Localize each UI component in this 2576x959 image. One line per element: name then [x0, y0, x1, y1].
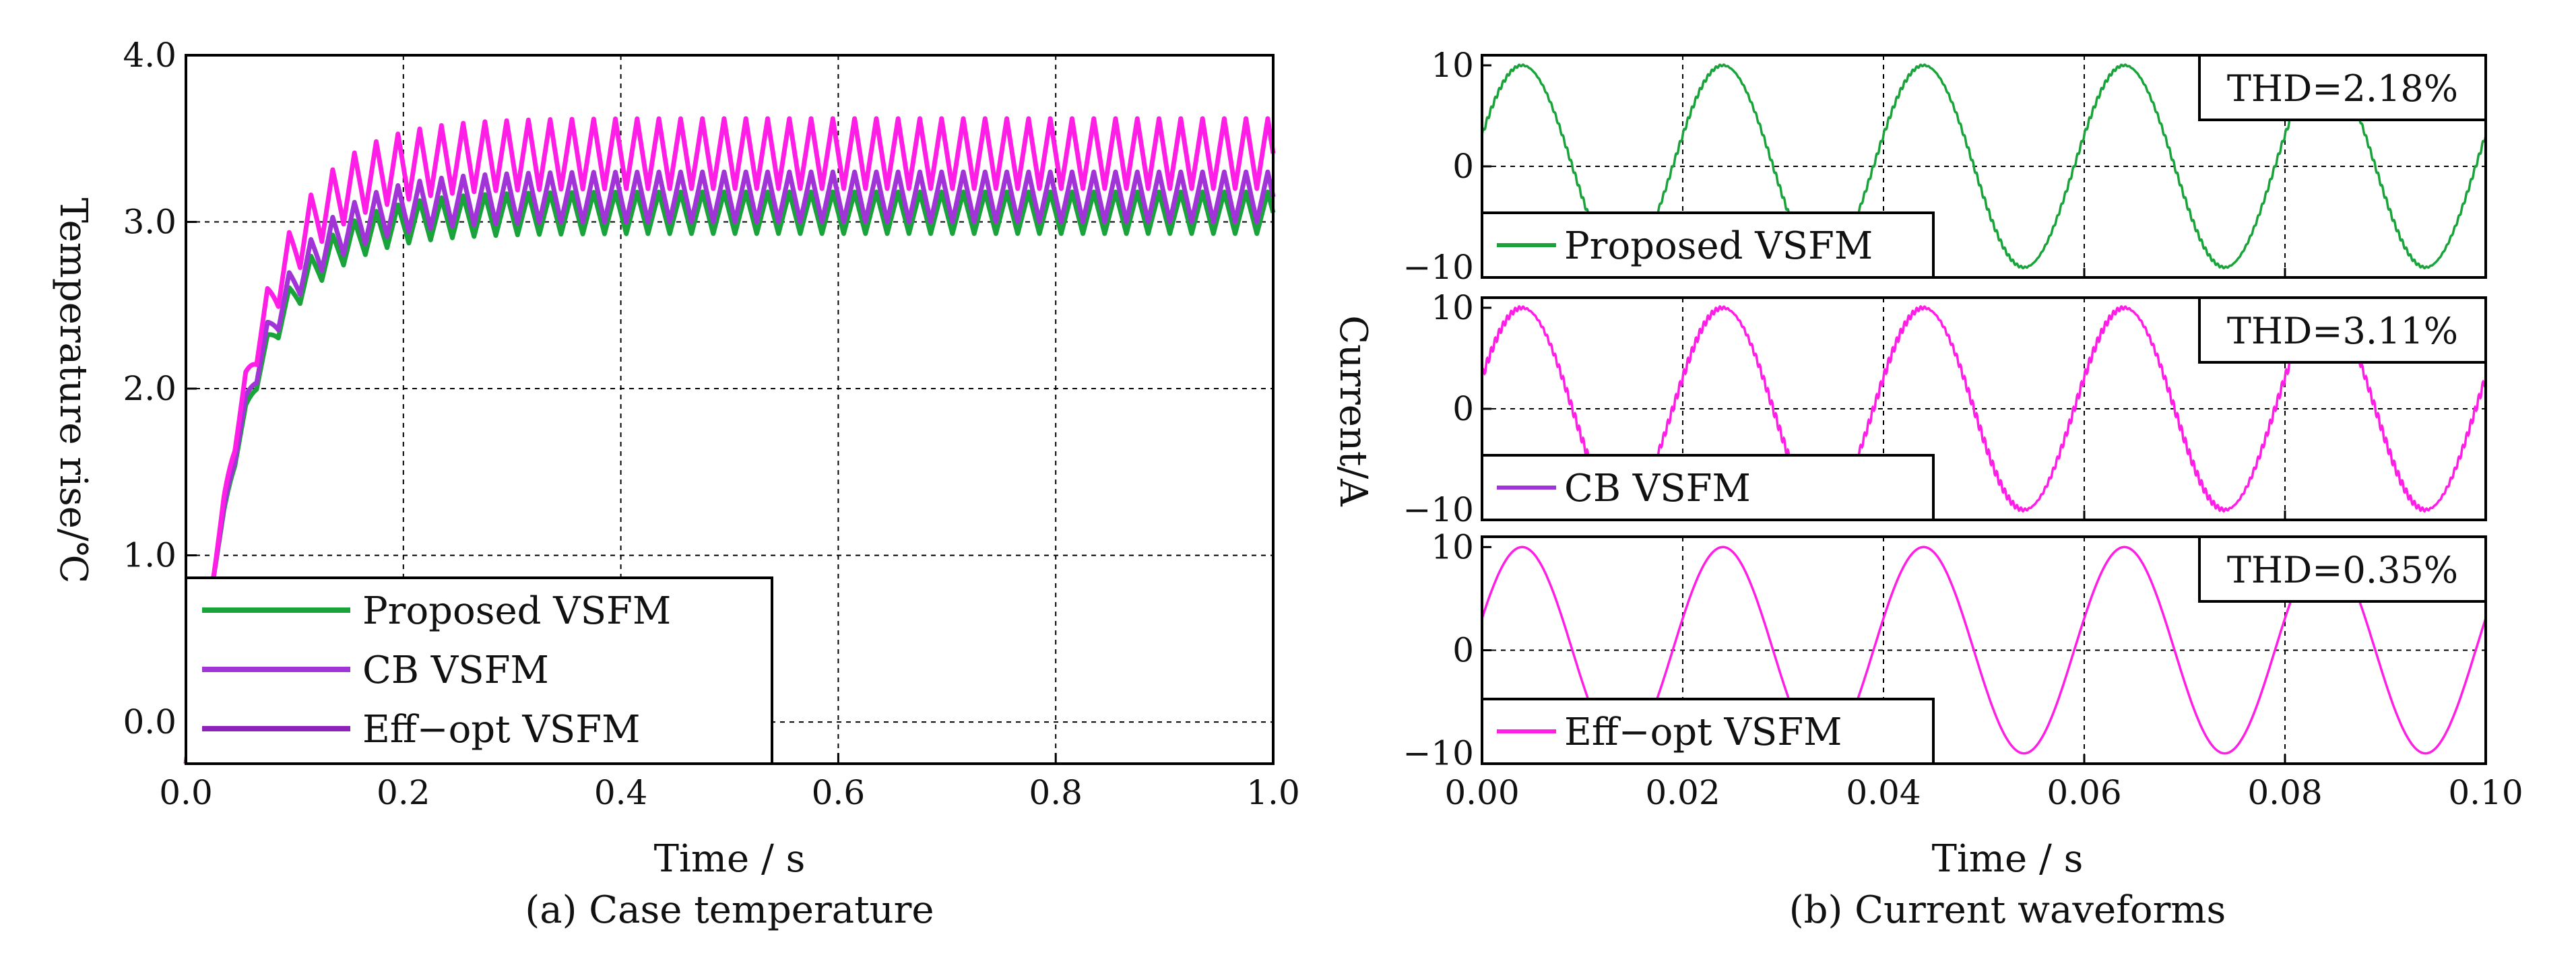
thd-label: THD=2.18%: [2227, 67, 2458, 110]
legend-box: [1481, 698, 1935, 765]
y-tick-label: 10: [1431, 288, 1474, 327]
y-axis-label: Temperature rise/℃: [51, 198, 95, 584]
legend-label-proposed: Proposed VSFM: [362, 589, 671, 633]
case-temperature-chart: 0.0 1.0 2.0 3.0 4.0 0.0 0.2 0.4 0.6 0.8 …: [51, 36, 1300, 932]
legend-label: CB VSFM: [1564, 467, 1751, 510]
legend-label-effopt: Eff−opt VSFM: [362, 708, 640, 752]
x-tick-label: 0.02: [1645, 773, 1720, 812]
legend-label: Eff−opt VSFM: [1564, 710, 1842, 754]
x-tick-label: 1.0: [1246, 773, 1300, 812]
legend: Proposed VSFM CB VSFM Eff−opt VSFM: [185, 576, 773, 765]
y-tick-label: −10: [1403, 248, 1474, 287]
x-axis-label: Time / s: [1932, 837, 2084, 881]
x-axis-label: Time / s: [654, 837, 806, 881]
chart-caption: (a) Case temperature: [525, 888, 934, 932]
thd-label: THD=3.11%: [2227, 310, 2458, 352]
x-tick-label: 0.00: [1444, 773, 1519, 812]
y-tick-label: 10: [1431, 46, 1474, 85]
x-tick-label: 0.04: [1846, 773, 1921, 812]
x-tick-label: 0.08: [2247, 773, 2322, 812]
x-tick-label: 0.0: [159, 773, 213, 812]
y-tick-label: 3.0: [123, 203, 176, 242]
legend-label-cb: CB VSFM: [362, 649, 549, 692]
temperature-series: [183, 116, 1276, 764]
y-tick-label: −10: [1403, 734, 1474, 773]
grid-lines: [1482, 298, 2486, 520]
thd-box: [2198, 54, 2487, 121]
thd-label: THD=0.35%: [2227, 549, 2458, 591]
thd-box: [2198, 535, 2487, 603]
y-tick-label: 0: [1452, 631, 1474, 670]
y-tick-label: 0: [1452, 389, 1474, 428]
y-tick-label: 2.0: [123, 369, 176, 408]
x-tick-label: 0.06: [2047, 773, 2121, 812]
y-tick-label: 0.0: [123, 702, 176, 741]
x-tick-label: 0.2: [377, 773, 430, 812]
current-panel-cb: THD=3.11% CB VSFM 10 0 −10: [1403, 288, 2487, 529]
y-tick-label: 4.0: [123, 36, 176, 75]
x-tick-label: 0.6: [812, 773, 866, 812]
temperature-series-line: [183, 169, 1276, 764]
legend-label: Proposed VSFM: [1564, 224, 1873, 268]
y-tick-label: 0: [1452, 147, 1474, 186]
temperature-series-line: [183, 116, 1276, 764]
temperature-series-line: [183, 189, 1276, 764]
current-waveforms-chart: THD=2.18% Proposed VSFM 10 0 −10 THD=3.1…: [1331, 46, 2523, 932]
chart-caption: (b) Current waveforms: [1789, 888, 2226, 932]
legend-box: [1481, 211, 1935, 279]
legend-box: [1481, 454, 1935, 521]
current-panel-effopt: THD=0.35% Eff−opt VSFM 10 0 −10: [1403, 527, 2487, 773]
y-tick-label: 1.0: [123, 536, 176, 575]
y-tick-label: 10: [1431, 527, 1474, 566]
x-tick-label: 0.10: [2448, 773, 2523, 812]
y-tick-label: −10: [1403, 490, 1474, 529]
grid-lines: [1482, 55, 2486, 277]
thd-box: [2198, 296, 2487, 364]
y-axis-label: Current/A: [1331, 315, 1375, 506]
x-tick-label: 0.8: [1029, 773, 1083, 812]
x-tick-label: 0.4: [594, 773, 648, 812]
current-panel-proposed: THD=2.18% Proposed VSFM 10 0 −10: [1403, 46, 2487, 287]
